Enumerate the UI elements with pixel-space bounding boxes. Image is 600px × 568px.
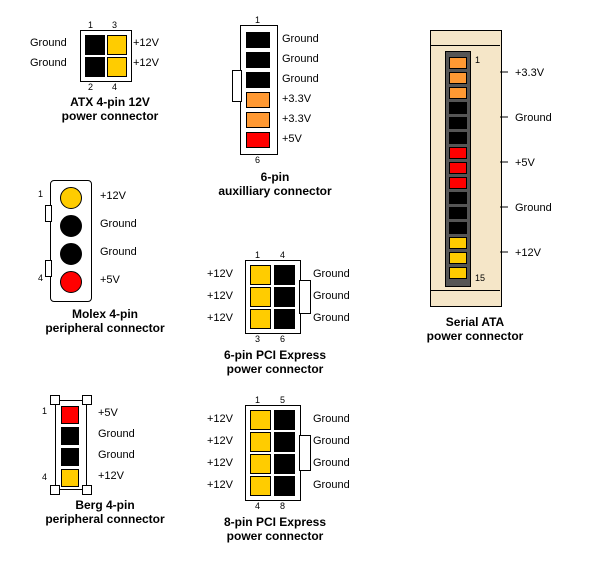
pin-label: +12V bbox=[207, 457, 233, 469]
connector-title: 6-pin PCI Express bbox=[185, 348, 365, 362]
pin-label: Ground bbox=[282, 53, 319, 65]
connector-title: Molex 4-pin bbox=[20, 307, 190, 321]
pin-label: +12V bbox=[207, 268, 233, 280]
pin-number: 1 bbox=[88, 20, 93, 30]
pin-label: Ground bbox=[98, 428, 135, 440]
pin-label: Ground bbox=[282, 73, 319, 85]
pin-number: 1 bbox=[255, 15, 260, 25]
pin-label: Ground bbox=[313, 268, 350, 280]
connector-title: peripheral connector bbox=[20, 512, 190, 526]
pin-label: +12V bbox=[98, 470, 124, 482]
pin-label: +12V bbox=[207, 312, 233, 324]
pin-number: 2 bbox=[88, 82, 93, 92]
pin-number: 1 bbox=[255, 395, 260, 405]
pin-number: 4 bbox=[38, 273, 43, 283]
pin-number: 5 bbox=[280, 395, 285, 405]
connector-title: power connector bbox=[395, 329, 555, 343]
pin-number: 4 bbox=[112, 82, 117, 92]
pin-number: 1 bbox=[42, 406, 47, 416]
pin-label: Ground bbox=[30, 57, 67, 69]
pin-label: Ground bbox=[100, 218, 137, 230]
pin-label: +12V bbox=[515, 247, 541, 259]
pin-label: +5V bbox=[515, 157, 535, 169]
connector-title: Serial ATA bbox=[395, 315, 555, 329]
connector-title: power connector bbox=[30, 109, 190, 123]
connector-title: 6-pin bbox=[190, 170, 360, 184]
pin-number: 1 bbox=[475, 55, 480, 65]
pin-label: Ground bbox=[313, 312, 350, 324]
pin-label: Ground bbox=[282, 33, 319, 45]
pin-label: Ground bbox=[98, 449, 135, 461]
connector-title: 8-pin PCI Express bbox=[185, 515, 365, 529]
connector-title: ATX 4-pin 12V bbox=[30, 95, 190, 109]
connector-title: peripheral connector bbox=[20, 321, 190, 335]
pin-label: +3.3V bbox=[515, 67, 544, 79]
pin-label: Ground bbox=[515, 112, 552, 124]
pin-label: +12V bbox=[207, 413, 233, 425]
pin-label: +12V bbox=[133, 57, 159, 69]
pin-number: 8 bbox=[280, 501, 285, 511]
pin-label: +12V bbox=[207, 290, 233, 302]
pin-label: Ground bbox=[100, 246, 137, 258]
pin-label: Ground bbox=[313, 435, 350, 447]
pin-label: Ground bbox=[313, 413, 350, 425]
pin-number: 4 bbox=[255, 501, 260, 511]
pin-number: 1 bbox=[38, 189, 43, 199]
pin-label: +3.3V bbox=[282, 113, 311, 125]
pin-number: 1 bbox=[255, 250, 260, 260]
pin-number: 3 bbox=[255, 334, 260, 344]
pin-label: +3.3V bbox=[282, 93, 311, 105]
pin-label: Ground bbox=[313, 290, 350, 302]
connector-title: Berg 4-pin bbox=[20, 498, 190, 512]
pin-label: Ground bbox=[313, 479, 350, 491]
pin-label: +5V bbox=[98, 407, 118, 419]
pin-number: 6 bbox=[280, 334, 285, 344]
pin-label: Ground bbox=[30, 37, 67, 49]
connector-title: power connector bbox=[185, 529, 365, 543]
pin-label: +12V bbox=[207, 479, 233, 491]
pin-number: 15 bbox=[475, 273, 485, 283]
pin-label: +5V bbox=[282, 133, 302, 145]
connector-title: auxilliary connector bbox=[190, 184, 360, 198]
pin-label: Ground bbox=[515, 202, 552, 214]
pin-number: 4 bbox=[280, 250, 285, 260]
pin-label: +12V bbox=[100, 190, 126, 202]
pin-label: +12V bbox=[207, 435, 233, 447]
connector-title: power connector bbox=[185, 362, 365, 376]
pin-label: +12V bbox=[133, 37, 159, 49]
pin-number: 6 bbox=[255, 155, 260, 165]
pin-number: 4 bbox=[42, 472, 47, 482]
pin-number: 3 bbox=[112, 20, 117, 30]
pin-label: +5V bbox=[100, 274, 120, 286]
pin-label: Ground bbox=[313, 457, 350, 469]
